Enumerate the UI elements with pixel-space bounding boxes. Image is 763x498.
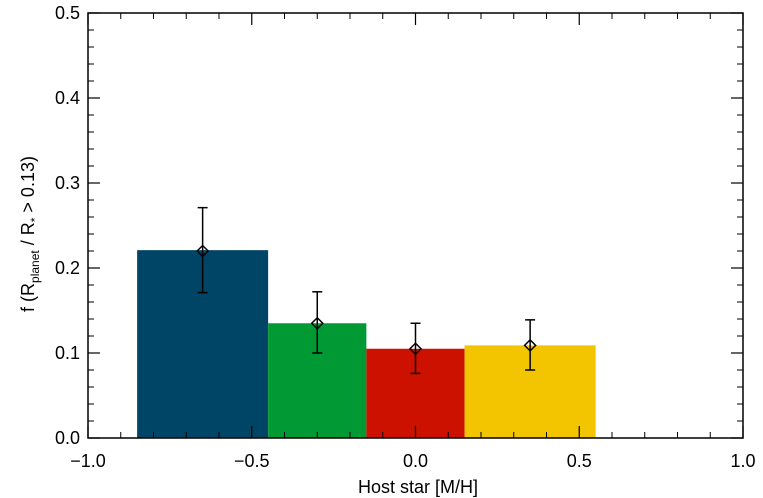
y-tick-label: 0.2 — [55, 258, 80, 278]
x-tick-label: −0.5 — [234, 451, 270, 471]
y-tick-label: 0.4 — [55, 88, 80, 108]
y-axis-title-suffix: > 0.13) — [18, 156, 38, 218]
x-tick-label: 0.5 — [567, 451, 592, 471]
x-tick-label: 1.0 — [730, 451, 755, 471]
y-axis-title: f (Rplanet / R* > 0.13) — [18, 156, 42, 312]
y-tick-label: 0.1 — [55, 343, 80, 363]
y-axis-title-prefix: f (R — [18, 283, 38, 312]
y-tick-label: 0.3 — [55, 173, 80, 193]
x-axis-title: Host star [M/H] — [358, 477, 478, 497]
y-axis-title-middle: / R — [18, 222, 38, 250]
y-tick-label: 0.0 — [55, 428, 80, 448]
y-tick-label: 0.5 — [55, 3, 80, 23]
x-tick-label: 0.0 — [403, 451, 428, 471]
y-axis-title-sub1: planet — [28, 250, 42, 283]
x-tick-label: −1.0 — [70, 451, 106, 471]
